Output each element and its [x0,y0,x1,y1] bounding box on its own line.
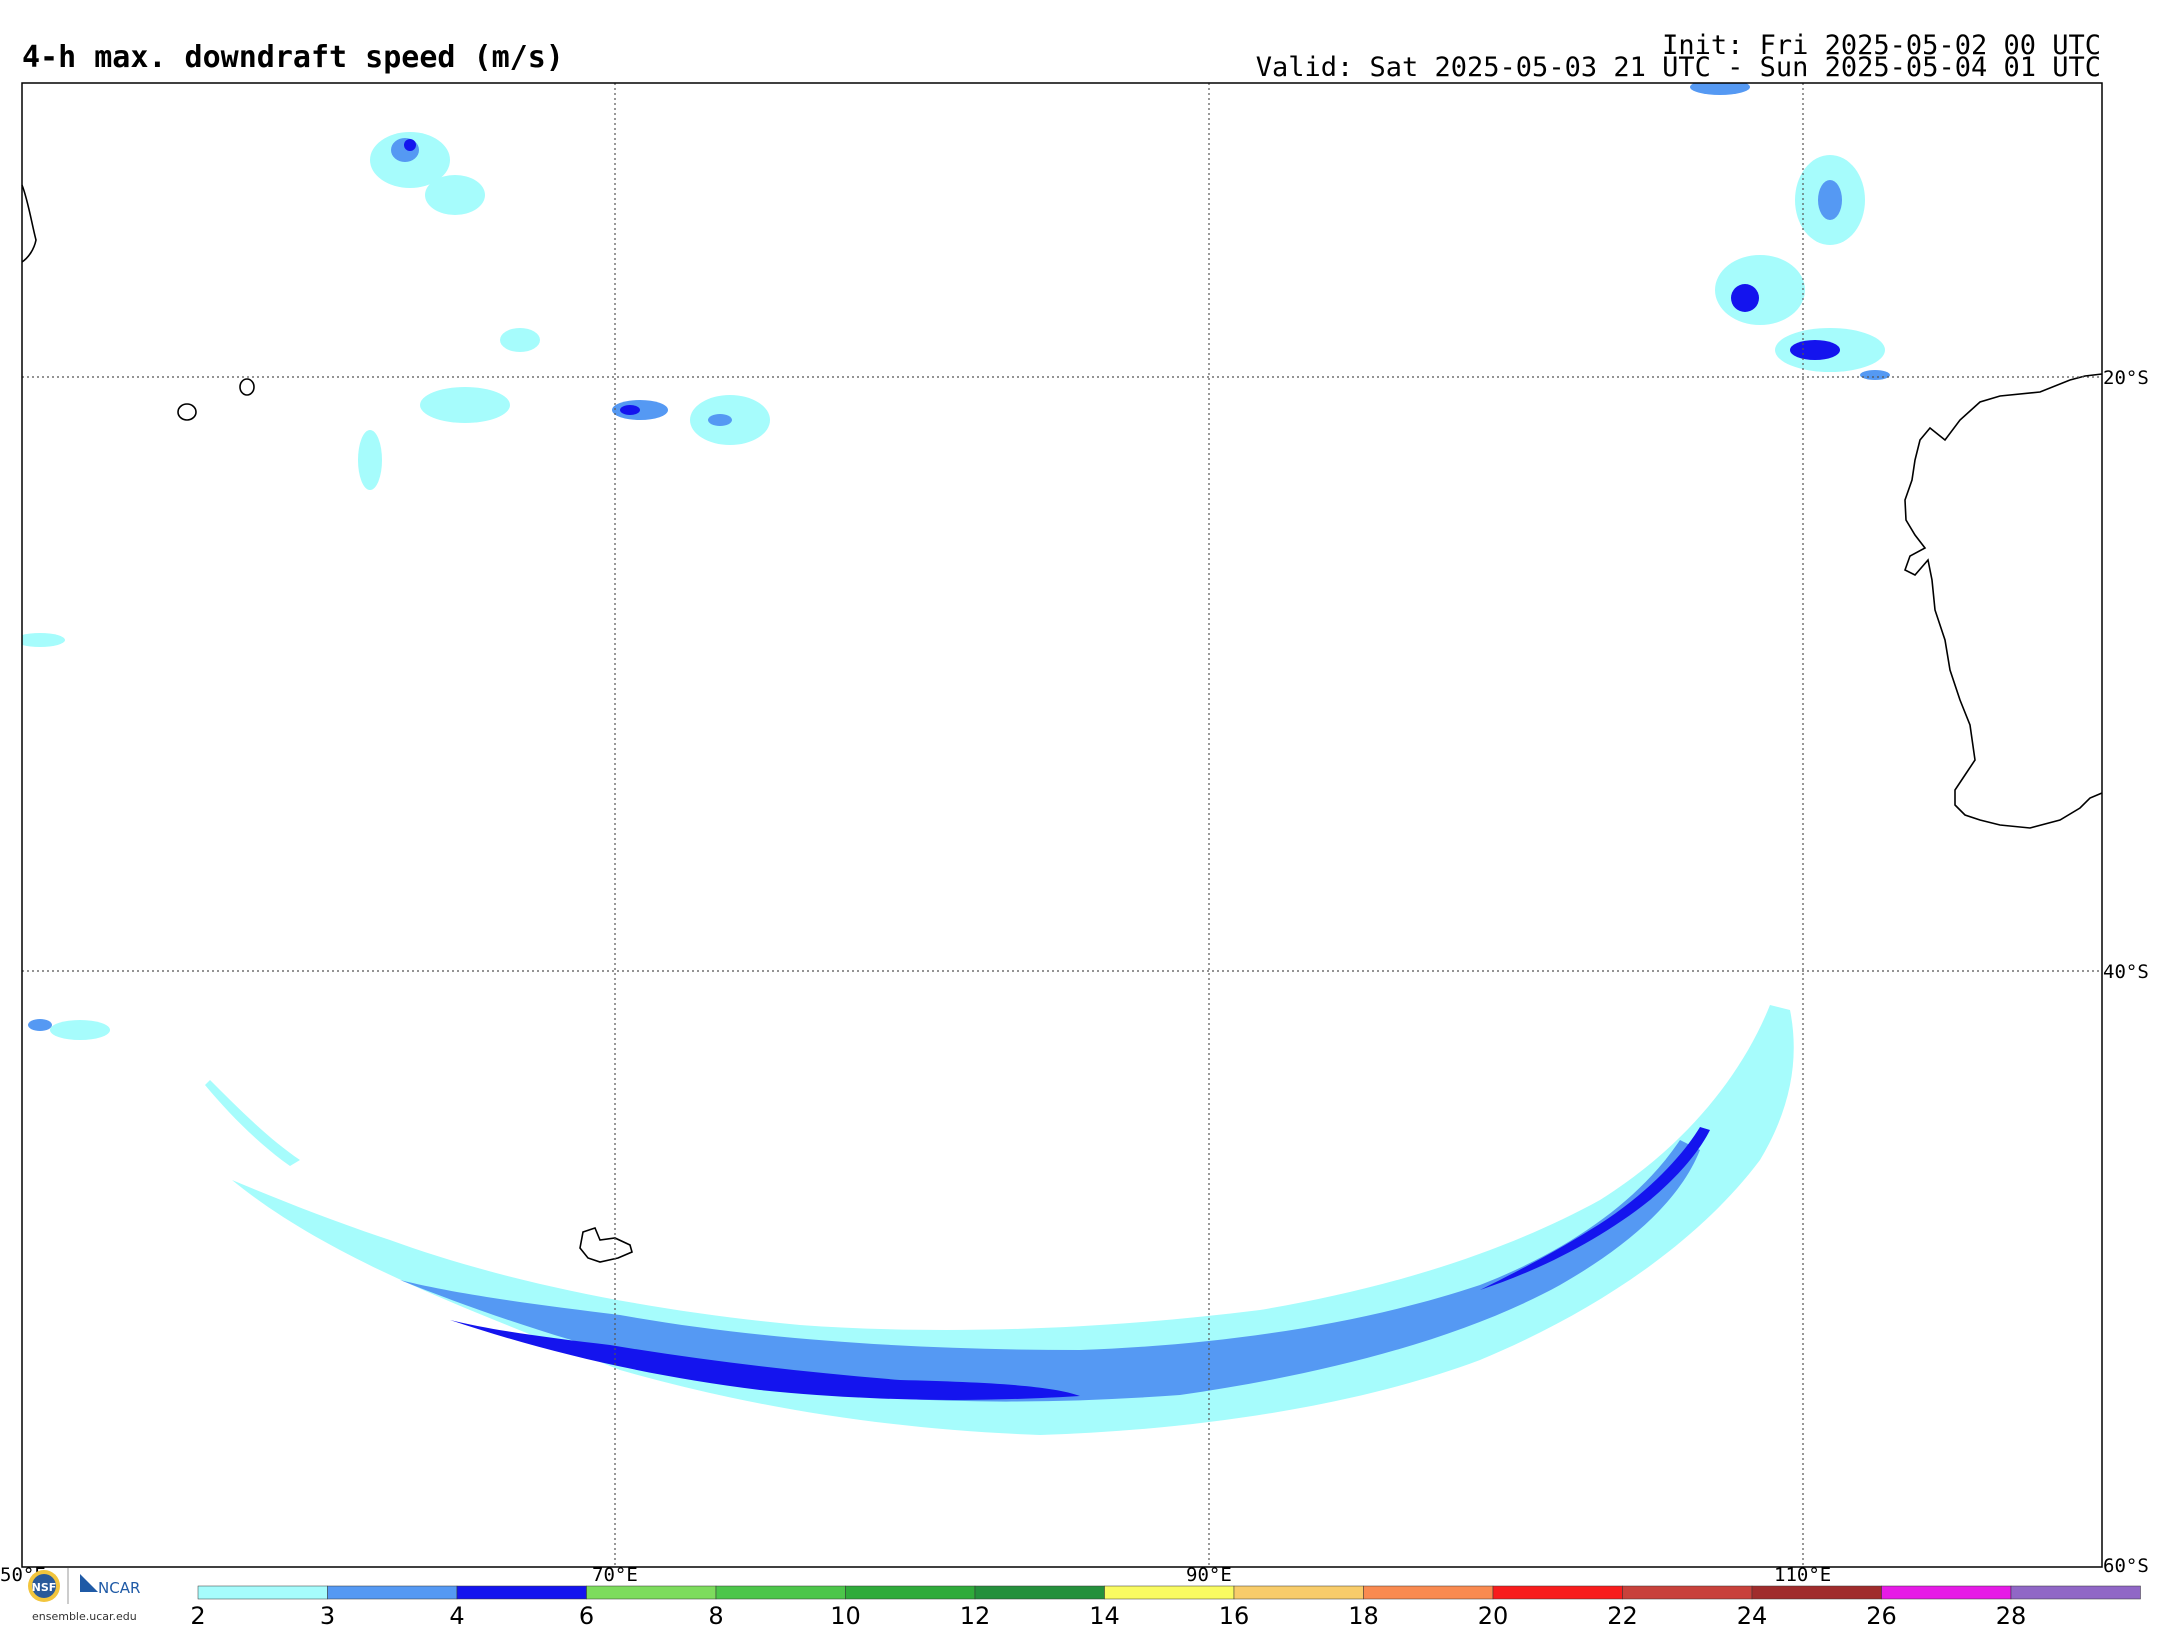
lon-label-70e: 70°E [592,1564,638,1586]
logos: NSF NCAR [22,1564,162,1624]
colorbar: 2 3 4 6 8 10 12 14 16 18 20 22 24 26 28 [190,1585,2141,1626]
colorbar-tick-label: 8 [708,1602,723,1626]
colorbar-swatch [1492,1585,1623,1600]
lat-label-40s: 40°S [2103,961,2149,983]
svg-text:NCAR: NCAR [98,1579,140,1597]
australia-west-coast [1904,373,2103,829]
colorbar-tick-label: 2 [190,1602,205,1626]
tropical-cells-northwest [22,132,770,1040]
map-frame [21,82,2103,1568]
colorbar-tick-label: 10 [830,1602,861,1626]
coastlines [21,184,2103,1263]
colorbar-tick-label: 4 [449,1602,464,1626]
colorbar-swatch [1622,1585,1753,1600]
kerguelen-coast [579,1227,633,1263]
colorbar-tick-label: 14 [1089,1602,1120,1626]
downdraft-band-3to4 [400,1140,1700,1402]
lon-label-110e: 110°E [1774,1564,1831,1586]
colorbar-swatch [715,1585,846,1600]
colorbar-tick-label: 20 [1478,1602,1509,1626]
colorbar-tick-label: 16 [1219,1602,1250,1626]
tropical-cells-northeast [1690,83,1890,380]
logo-url: ensemble.ucar.edu [32,1610,137,1623]
colorbar-swatch [1233,1585,1364,1600]
colorbar-swatch [197,1585,328,1600]
colorbar-tick-label: 28 [1996,1602,2027,1626]
map-title: 4-h max. downdraft speed (m/s) [22,40,564,75]
colorbar-swatch [586,1585,717,1600]
colorbar-tick-label: 18 [1348,1602,1379,1626]
colorbar-swatch [327,1585,458,1600]
colorbar-tick-label: 22 [1607,1602,1638,1626]
colorbar-swatch [1751,1585,1882,1600]
colorbar-tick-label: 26 [1866,1602,1897,1626]
lat-label-20s: 20°S [2103,367,2149,389]
downdraft-arc-west [205,1080,300,1166]
colorbar-tick-label: 24 [1737,1602,1768,1626]
colorbar-swatch [1363,1585,1494,1600]
colorbar-tick-label: 3 [320,1602,335,1626]
mauritius-coast [177,403,197,421]
madagascar-coast [21,184,37,263]
colorbar-swatch [1104,1585,1235,1600]
lat-label-60s: 60°S [2103,1555,2149,1577]
lon-label-90e: 90°E [1186,1564,1232,1586]
colorbar-swatch [974,1585,1105,1600]
nsf-logo-icon: NSF [28,1570,60,1602]
gridlines [22,83,2102,1567]
svg-text:NSF: NSF [32,1581,57,1594]
colorbar-swatch [2010,1585,2141,1600]
colorbar-swatch [845,1585,976,1600]
colorbar-tick-label: 6 [579,1602,594,1626]
ncar-logo-icon: NCAR [80,1574,140,1597]
init-time: Init: Fri 2025-05-02 00 UTC [1662,30,2101,61]
downdraft-band-4to6 [450,1320,1080,1400]
colorbar-swatch [1881,1585,2012,1600]
colorbar-tick-label: 12 [960,1602,991,1626]
downdraft-field [22,83,1890,1435]
valid-time: Valid: Sat 2025-05-03 21 UTC - Sun 2025-… [1255,52,2101,83]
reunion-coast [239,378,255,396]
colorbar-swatch [456,1585,587,1600]
